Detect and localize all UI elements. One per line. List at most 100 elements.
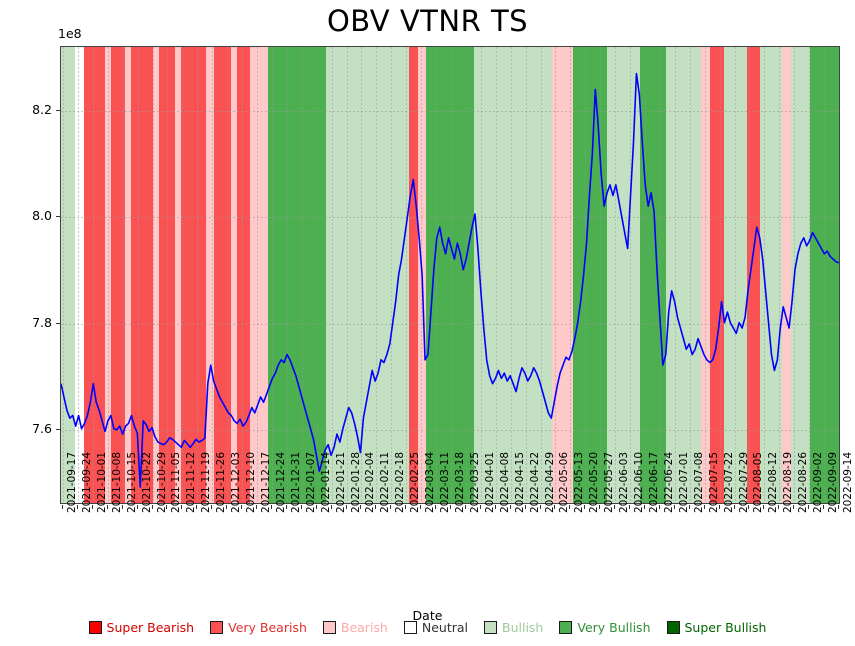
vertical-gridline	[719, 47, 721, 503]
legend-item[interactable]: Super Bearish	[88, 620, 194, 635]
x-tick-label: 2022-01-14	[319, 451, 332, 513]
x-tick-label: 2022-04-01	[483, 451, 496, 513]
signal-band	[326, 47, 409, 503]
x-tick-label: 2022-03-04	[424, 451, 437, 513]
x-tick-mark	[658, 505, 660, 509]
x-tick-mark	[405, 505, 407, 509]
x-tick-label: 2021-12-03	[230, 451, 243, 513]
legend-item[interactable]: Super Bullish	[666, 620, 767, 635]
vertical-gridline	[406, 47, 408, 503]
vertical-gridline	[92, 47, 94, 503]
x-tick-label: 2022-07-01	[677, 451, 690, 513]
vertical-gridline	[301, 47, 303, 503]
legend-item[interactable]: Bullish	[484, 620, 543, 635]
x-axis-tick-labels: 2021-09-17 2021-09-24 2021-10-01 2021-10-08…	[60, 452, 854, 600]
vertical-gridline	[600, 47, 602, 503]
x-tick-label: 2022-02-04	[364, 451, 377, 513]
x-tick-mark	[733, 505, 735, 509]
vertical-gridline	[704, 47, 706, 503]
vertical-gridline	[137, 47, 139, 503]
x-tick-label: 2022-05-06	[558, 451, 571, 513]
signal-band	[84, 47, 105, 503]
x-tick-mark	[91, 505, 93, 509]
legend-swatch	[210, 621, 224, 634]
signal-band	[159, 47, 175, 503]
vertical-gridline	[779, 47, 781, 503]
vertical-gridline	[286, 47, 288, 503]
x-tick-label: 2021-12-31	[289, 451, 302, 513]
x-tick-mark	[838, 505, 839, 509]
x-tick-mark	[644, 505, 645, 509]
horizontal-gridline	[61, 217, 839, 219]
x-tick-label: 2022-03-11	[439, 451, 452, 513]
x-tick-mark	[614, 505, 616, 509]
x-tick-label: 2021-10-29	[155, 451, 168, 513]
vertical-gridline	[615, 47, 617, 503]
x-tick-mark	[360, 505, 362, 509]
vertical-gridline	[824, 47, 826, 503]
vertical-gridline	[734, 47, 736, 503]
signal-band	[110, 47, 125, 503]
vertical-gridline	[525, 47, 527, 503]
x-tick-label: 2022-01-28	[349, 451, 362, 513]
signal-band	[181, 47, 207, 503]
legend-item[interactable]: Bearish	[322, 620, 388, 635]
x-tick-label: 2021-10-22	[140, 451, 153, 513]
legend-swatch	[88, 621, 102, 634]
x-tick-mark	[121, 505, 123, 509]
x-tick-mark	[62, 505, 63, 509]
x-tick-label: 2021-11-26	[215, 451, 228, 513]
x-tick-mark	[688, 505, 690, 509]
x-tick-mark	[375, 505, 377, 509]
signal-band	[237, 47, 250, 503]
signal-band	[174, 47, 182, 503]
x-tick-mark	[196, 505, 198, 509]
vertical-gridline	[585, 47, 587, 503]
vertical-gridline	[77, 47, 79, 503]
obv-line	[61, 72, 839, 488]
x-tick-label: 2022-07-15	[707, 451, 720, 513]
x-tick-label: 2022-08-12	[767, 451, 780, 513]
y-tick-mark	[56, 429, 60, 431]
legend-swatch	[484, 621, 497, 634]
x-tick-mark	[136, 505, 138, 509]
x-tick-label: 2022-06-24	[662, 451, 675, 513]
x-tick-label: 2022-02-18	[394, 451, 407, 513]
vertical-gridline	[361, 47, 363, 503]
vertical-gridline	[122, 47, 124, 503]
legend-label: Very Bullish	[577, 620, 651, 635]
legend-label: Super Bullish	[684, 620, 767, 635]
vertical-gridline	[271, 47, 273, 503]
x-tick-label: 2022-07-29	[737, 451, 750, 513]
legend-label: Very Bearish	[228, 620, 307, 635]
x-tick-label: 2022-08-19	[782, 451, 795, 513]
x-tick-label: 2021-10-08	[110, 451, 123, 513]
vertical-gridline	[376, 47, 378, 503]
signal-band	[124, 47, 132, 503]
legend-item[interactable]: Neutral	[403, 620, 468, 635]
horizontal-gridline	[61, 323, 839, 325]
legend-label: Bearish	[340, 620, 388, 635]
signal-band	[206, 47, 214, 503]
horizontal-gridline	[61, 110, 839, 112]
x-tick-label: 2021-12-17	[260, 451, 272, 513]
x-tick-label: 2022-09-14	[842, 451, 854, 513]
y-tick-mark	[56, 322, 60, 324]
x-tick-mark	[166, 505, 168, 509]
vertical-gridline	[107, 47, 109, 503]
legend-item[interactable]: Very Bullish	[559, 620, 651, 635]
signal-band	[724, 47, 748, 503]
x-tick-mark	[823, 505, 825, 509]
x-tick-mark	[285, 505, 287, 509]
x-tick-mark	[300, 505, 302, 509]
signal-band	[474, 47, 553, 503]
vertical-gridline	[316, 47, 318, 503]
x-tick-label: 2022-09-09	[827, 451, 840, 513]
vertical-gridline	[436, 47, 438, 503]
x-tick-label: 2022-08-05	[752, 451, 765, 513]
legend-item[interactable]: Very Bearish	[210, 620, 307, 635]
vertical-gridline	[242, 47, 244, 503]
signal-band	[747, 47, 760, 503]
legend-swatch	[666, 621, 680, 634]
x-tick-mark	[181, 505, 183, 509]
